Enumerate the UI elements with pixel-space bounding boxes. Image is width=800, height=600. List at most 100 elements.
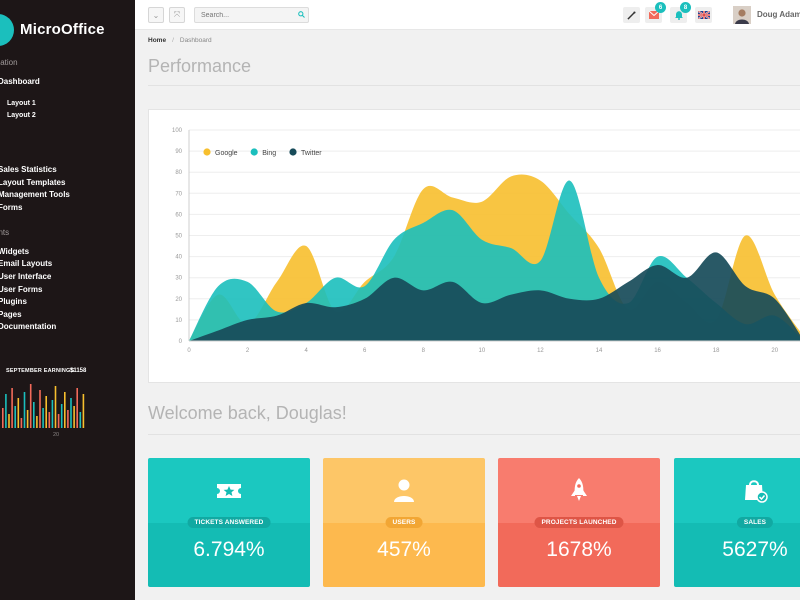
- y-tick-label: 90: [175, 149, 182, 155]
- x-tick-label: 6: [363, 348, 367, 354]
- stat-card-users[interactable]: USERS 457%: [323, 458, 485, 587]
- mini-bar: [20, 418, 23, 428]
- y-tick-label: 10: [175, 318, 182, 324]
- sidebar-item-documentation[interactable]: Documentation: [0, 322, 57, 331]
- mini-bar: [26, 410, 29, 428]
- card-label: SALES: [736, 517, 774, 528]
- expand-icon: ⤧: [173, 10, 181, 19]
- card-bottom: [498, 523, 660, 587]
- mini-bar: [29, 384, 32, 428]
- x-tick-label: 0: [187, 348, 191, 354]
- sidebar-item-dashboard[interactable]: Dashboard: [0, 77, 40, 86]
- mini-bar: [2, 408, 4, 428]
- mini-bar: [70, 398, 72, 428]
- mini-bar: [5, 394, 7, 428]
- earnings-label: SEPTEMBER EARNINGS: [6, 368, 75, 374]
- mini-bar: [36, 416, 38, 428]
- mini-bar: [79, 412, 82, 428]
- fullscreen-button[interactable]: ⤧: [169, 7, 185, 23]
- breadcrumb: Home / Dashboard: [148, 37, 212, 44]
- sidebar-item-plugins[interactable]: Plugins: [0, 297, 27, 306]
- stat-card-sales[interactable]: SALES 5627%: [674, 458, 800, 587]
- language-button[interactable]: [695, 7, 712, 23]
- stat-card-tickets[interactable]: TICKETS ANSWERED 6.794%: [148, 458, 310, 587]
- earnings-axis-label: 20: [53, 432, 60, 438]
- card-label: PROJECTS LAUNCHED: [534, 517, 624, 528]
- card-value: 457%: [377, 538, 431, 561]
- sidebar-item-email-layouts[interactable]: Email Layouts: [0, 259, 53, 268]
- y-tick-label: 70: [175, 191, 182, 197]
- breadcrumb-current: Dashboard: [179, 37, 212, 44]
- user-name[interactable]: Doug Adams: [757, 10, 800, 19]
- brand-name: MicroOffice: [20, 21, 105, 38]
- earnings-value: $1158: [70, 368, 87, 374]
- card-label: USERS: [385, 517, 423, 528]
- sidebar: MicroOffice igation Dashboard Layout 1 L…: [0, 0, 135, 600]
- mini-bar: [14, 406, 16, 428]
- mail-count-badge: 6: [655, 2, 666, 13]
- divider-2: [148, 434, 800, 435]
- ticket-star-icon: [217, 484, 241, 498]
- sidebar-sub-layout-2[interactable]: Layout 2: [7, 112, 36, 119]
- card-value: 6.794%: [193, 538, 265, 561]
- magic-wand-button[interactable]: [623, 7, 640, 23]
- sidebar-item-layout-templates[interactable]: Layout Templates: [0, 178, 66, 187]
- nav-section-heading: igation: [0, 58, 18, 67]
- mini-bar: [23, 392, 26, 428]
- sidebar-item-widgets[interactable]: Widgets: [0, 247, 30, 256]
- brand-logo: [0, 14, 14, 46]
- breadcrumb-separator: /: [172, 37, 174, 44]
- rocket-icon: [571, 478, 587, 501]
- sidebar-item-sales-statistics[interactable]: Sales Statistics: [0, 165, 57, 174]
- sidebar-item-user-forms[interactable]: User Forms: [0, 285, 43, 294]
- area-series-twitter: [189, 252, 800, 341]
- mini-bar: [82, 394, 85, 428]
- mail-button[interactable]: 6: [645, 2, 666, 23]
- collapse-button[interactable]: ⌄: [148, 7, 164, 23]
- sidebar-item-management-tools[interactable]: Management Tools: [0, 190, 70, 199]
- card-bottom: [323, 523, 485, 587]
- sidebar-item-pages[interactable]: Pages: [0, 310, 22, 319]
- x-tick-label: 2: [246, 348, 250, 354]
- search-icon[interactable]: [298, 11, 305, 18]
- shopping-bag-icon: [745, 480, 768, 503]
- card-bottom: [674, 523, 800, 587]
- legend-swatch-bing: [250, 148, 258, 156]
- mini-bar: [64, 392, 66, 428]
- performance-chart-panel: 0 10 20 30 40 50 60 70 80 90 100 0 2 4 6 8 10 12 14 16 18 20 G…: [148, 109, 800, 383]
- brand[interactable]: MicroOffice: [0, 14, 135, 46]
- performance-chart: 0 10 20 30 40 50 60 70 80 90 100 0 2 4 6 8 10 12 14 16 18 20 G…: [172, 128, 800, 354]
- y-tick-label: 80: [175, 170, 182, 176]
- search-input[interactable]: [194, 7, 309, 23]
- x-tick-label: 18: [713, 348, 720, 354]
- mail-icon: [648, 11, 659, 19]
- nav-section-heading-2: ents: [0, 228, 10, 237]
- mini-bar: [67, 410, 69, 428]
- stat-card-projects[interactable]: PROJECTS LAUNCHED 1678%: [498, 458, 660, 587]
- card-bottom: [148, 523, 310, 587]
- notifications-button[interactable]: 8: [670, 2, 691, 23]
- sidebar-sub-layout-1[interactable]: Layout 1: [7, 100, 36, 107]
- sidebar-item-user-interface[interactable]: User Interface: [0, 272, 52, 281]
- x-tick-label: 12: [537, 348, 544, 354]
- avatar[interactable]: [733, 6, 751, 24]
- bell-icon: [674, 11, 683, 20]
- sidebar-item-forms[interactable]: Forms: [0, 203, 23, 212]
- x-tick-label: 20: [771, 348, 778, 354]
- y-tick-label: 30: [175, 276, 182, 282]
- mini-bar: [76, 388, 78, 428]
- legend-label-bing: Bing: [262, 150, 276, 157]
- mini-bar: [54, 386, 57, 428]
- x-tick-label: 8: [422, 348, 426, 354]
- card-label: TICKETS ANSWERED: [187, 517, 271, 528]
- mini-bar: [57, 414, 60, 428]
- mini-bar: [33, 402, 35, 428]
- mini-bar: [45, 396, 47, 428]
- user-photo-icon: [733, 6, 751, 24]
- chevron-down-icon: ⌄: [152, 10, 160, 20]
- mini-bar: [48, 412, 51, 428]
- card-value: 1678%: [546, 538, 612, 561]
- mini-bar: [60, 404, 63, 428]
- mini-bar: [17, 398, 20, 428]
- breadcrumb-home[interactable]: Home: [148, 37, 167, 44]
